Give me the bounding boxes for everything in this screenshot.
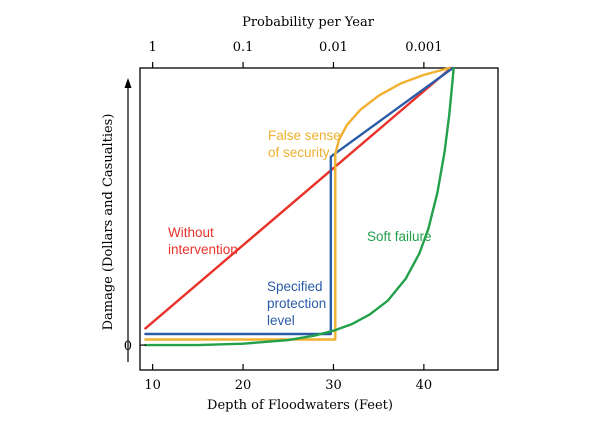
- plot-frame: [139, 67, 499, 371]
- series-label-false-sense-of-security: of security: [268, 145, 330, 160]
- series-label-false-sense-of-security: False sense: [268, 128, 341, 143]
- top-tick-label: 0.001: [405, 40, 442, 55]
- series-line-specified-protection-level: [144, 66, 454, 336]
- series-label-soft-failure: Soft failure: [367, 229, 432, 244]
- series-label-specified-protection-level: level: [267, 313, 295, 328]
- series-label-specified-protection-level: Specified: [267, 279, 323, 294]
- x-tick-label: 40: [416, 378, 433, 393]
- top-axis-title: Probability per Year: [242, 15, 375, 30]
- y-axis-title: Damage (Dollars and Casualties): [101, 114, 116, 331]
- series-line-soft-failure: [144, 66, 455, 347]
- x-tick-label: 20: [235, 378, 252, 393]
- y-axis-arrow: [124, 78, 132, 362]
- top-tick-label: 1: [149, 40, 157, 55]
- series-label-specified-protection-level: protection: [267, 296, 326, 311]
- x-tick-label: 10: [144, 378, 161, 393]
- top-tick-label: 0.1: [233, 40, 254, 55]
- x-tick-label: 30: [325, 378, 342, 393]
- series-line-without-intervention: [144, 66, 453, 330]
- series-line-false-sense-of-security: [144, 66, 451, 341]
- top-tick-label: 0.01: [319, 40, 348, 55]
- series-label-without-intervention: Without: [168, 225, 214, 240]
- label-layer: Without intervention Specified protection le…: [168, 128, 432, 328]
- x-axis-title: Depth of Floodwaters (Feet): [207, 398, 393, 413]
- series-layer: [144, 66, 455, 347]
- series-label-without-intervention: intervention: [168, 242, 238, 257]
